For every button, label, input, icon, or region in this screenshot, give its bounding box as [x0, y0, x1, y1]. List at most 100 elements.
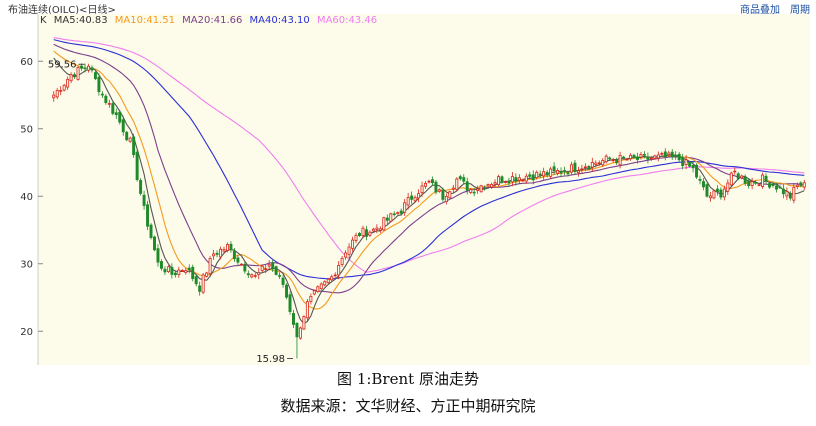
candle-body [403, 202, 407, 213]
candle [792, 184, 796, 204]
candle [503, 180, 507, 184]
candle-body [629, 154, 633, 160]
candle [434, 179, 438, 195]
candle [90, 65, 94, 73]
candle-body [549, 168, 553, 177]
candle-body [715, 188, 719, 193]
candle-body [125, 131, 129, 141]
candle [177, 266, 181, 278]
candle [361, 225, 365, 239]
candle [76, 66, 80, 81]
candles [52, 63, 806, 359]
candle-body [62, 84, 66, 91]
candle [93, 71, 97, 81]
candle [354, 232, 358, 244]
candle [799, 181, 803, 188]
candle [722, 185, 726, 201]
candle [587, 165, 591, 170]
candle-body [399, 210, 403, 214]
candle [660, 151, 664, 156]
candle-body [170, 266, 174, 275]
candle [323, 280, 327, 287]
candle-body [246, 273, 250, 276]
candle-body [163, 268, 167, 273]
candle [653, 154, 657, 160]
candle [639, 151, 643, 160]
ma40-line [53, 39, 805, 280]
candle [295, 322, 299, 359]
candle [149, 223, 153, 240]
candle-body [781, 188, 785, 195]
candle [215, 250, 219, 258]
candle [747, 178, 751, 189]
candle-body [799, 182, 803, 186]
candle-body [688, 161, 692, 167]
candle-body [670, 151, 674, 158]
candle [524, 173, 528, 184]
candle [159, 259, 163, 271]
candle [702, 178, 705, 191]
candle-body [271, 262, 275, 270]
candle-body [205, 272, 209, 277]
candle [399, 208, 403, 216]
candle [243, 261, 247, 274]
candle [170, 263, 174, 279]
candle-body [375, 227, 379, 230]
candle [427, 179, 431, 184]
candle-body [587, 165, 591, 170]
candle [667, 150, 671, 157]
candle-body [653, 155, 657, 159]
candle-body [180, 270, 184, 272]
period-link[interactable]: 周期 [790, 5, 810, 16]
candle-body [371, 228, 375, 232]
candle [514, 173, 518, 186]
commodity-overlay-link[interactable]: 商品叠加 [740, 5, 780, 16]
candle [184, 268, 188, 275]
candle-body [295, 322, 299, 338]
candle-body [52, 94, 56, 99]
candle [684, 155, 688, 170]
candle [205, 271, 209, 278]
candle-body [90, 67, 94, 71]
candle-body [705, 184, 709, 197]
candle [437, 188, 441, 193]
candle [726, 179, 730, 195]
ma20-line [53, 43, 805, 294]
candle-body [285, 284, 289, 298]
candle-body [601, 160, 605, 166]
candle-body [410, 195, 414, 200]
candle-body [573, 162, 577, 172]
candle [142, 190, 146, 210]
candle-body [774, 185, 778, 190]
candle-body [107, 103, 111, 105]
candle [298, 326, 302, 340]
candle [774, 182, 778, 193]
candle [542, 167, 546, 180]
candle-body [319, 283, 323, 290]
candle-body [93, 72, 97, 80]
candle [757, 183, 761, 187]
candle-body [455, 178, 459, 190]
candle [73, 72, 77, 80]
candle-body [514, 177, 518, 182]
candle [778, 185, 782, 189]
candle-body [677, 153, 681, 161]
candle [219, 246, 222, 260]
candle-body [667, 152, 671, 156]
candle [417, 189, 421, 203]
candle [597, 160, 601, 166]
candle-body [788, 193, 792, 199]
candle-body [639, 154, 643, 158]
candle-body [278, 275, 282, 277]
candle [319, 282, 323, 291]
candle-body [257, 272, 261, 276]
candle [413, 195, 417, 203]
candle-body [73, 74, 77, 78]
candle [698, 175, 702, 185]
candle [469, 188, 473, 195]
candle [531, 170, 535, 185]
candle [371, 227, 375, 233]
candle [156, 244, 160, 267]
candle [121, 115, 125, 136]
candle-body [59, 90, 63, 92]
